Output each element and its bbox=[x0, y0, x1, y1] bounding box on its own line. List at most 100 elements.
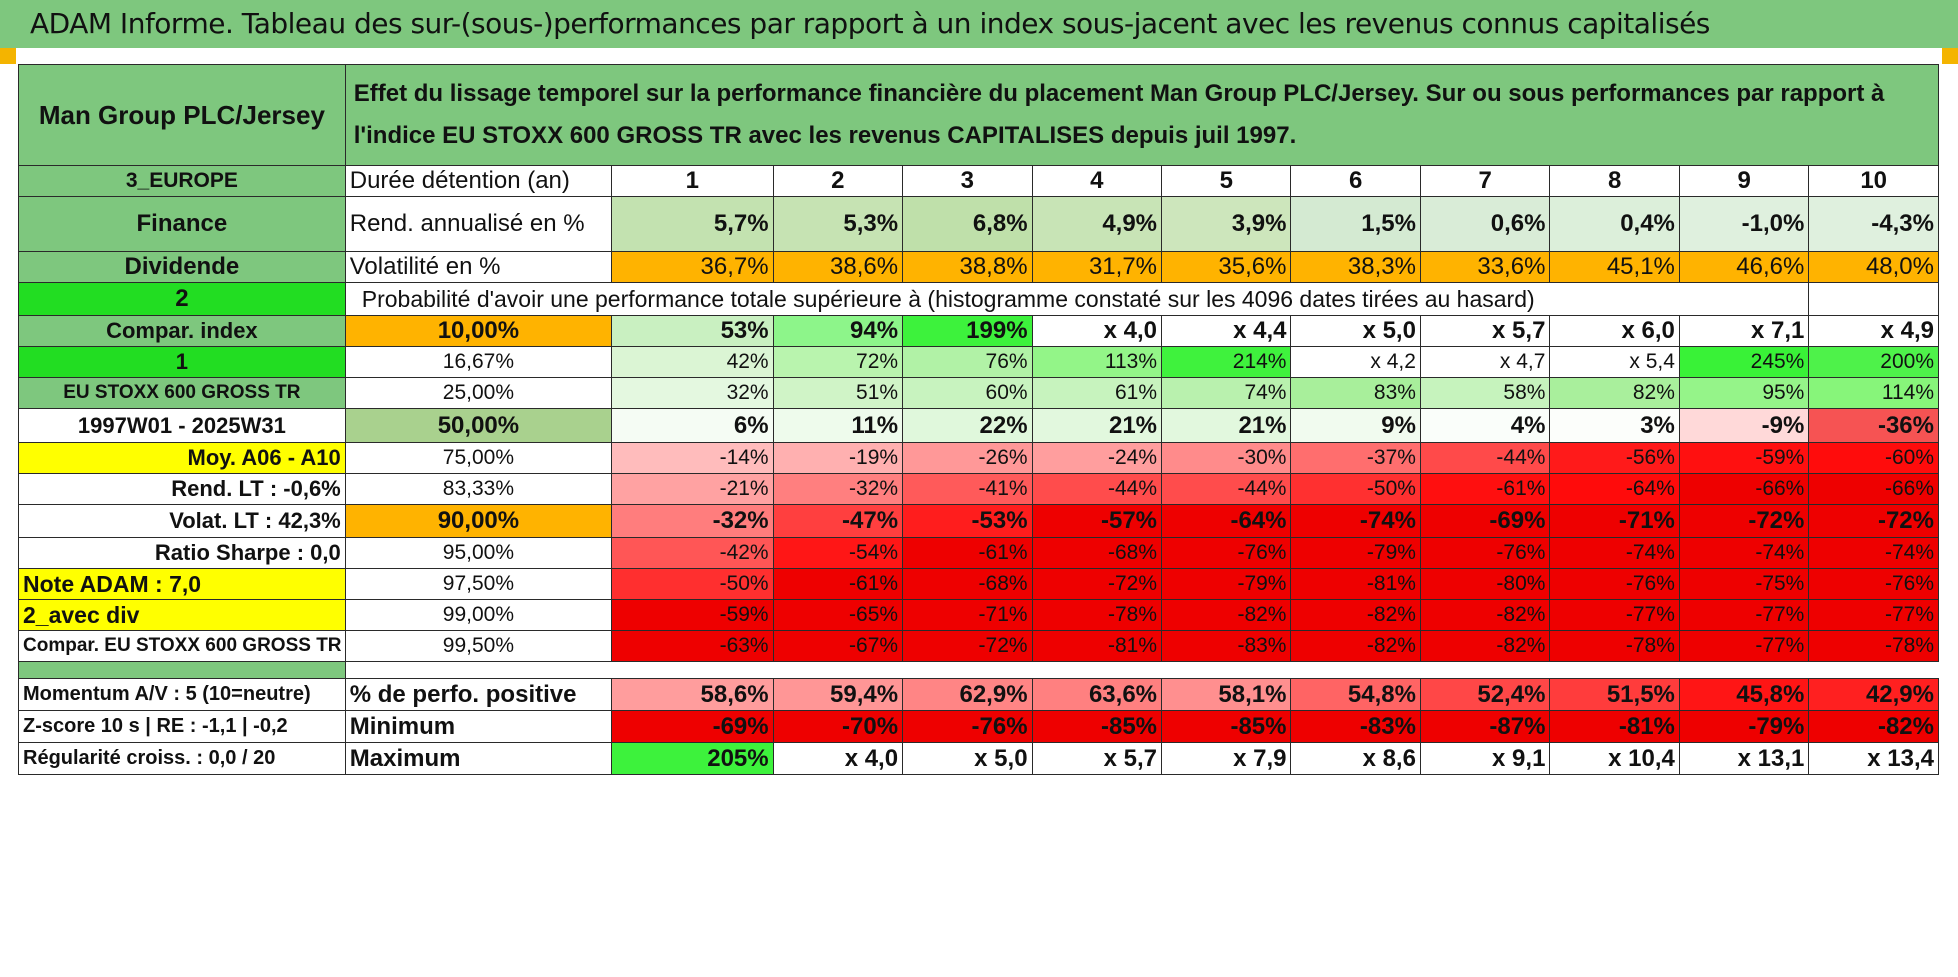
probability-left-label: Volat. LT : 42,3% bbox=[18, 504, 346, 538]
performance-sheet: Man Group PLC/Jersey Effet du lissage tem… bbox=[18, 64, 1940, 775]
probability-cell: -24% bbox=[1031, 442, 1163, 474]
probability-cell: -26% bbox=[902, 442, 1033, 474]
probability-cell: x 6,0 bbox=[1549, 315, 1680, 347]
probability-cell: -77% bbox=[1678, 630, 1810, 662]
description-cell: Effet du lissage temporel sur la perform… bbox=[344, 64, 1940, 166]
probability-left-label: Rend. LT : -0,6% bbox=[18, 473, 346, 505]
annualized-return-cell: 5,7% bbox=[611, 196, 774, 252]
annualized-return-cell: 0,6% bbox=[1419, 196, 1551, 252]
summary-left-label: Momentum A/V : 5 (10=neutre) bbox=[18, 678, 346, 711]
probability-cell: -82% bbox=[1419, 630, 1551, 662]
probability-cell: -81% bbox=[1031, 630, 1163, 662]
summary-cell: -85% bbox=[1031, 710, 1163, 743]
duration-header-3: 3 bbox=[902, 165, 1033, 197]
probability-cell: -19% bbox=[772, 442, 904, 474]
summary-cell: -82% bbox=[1808, 710, 1939, 743]
probability-cell: 245% bbox=[1678, 346, 1810, 378]
volatility-cell: 38,8% bbox=[902, 251, 1033, 283]
probability-cell: -74% bbox=[1808, 537, 1939, 569]
probability-cell: -50% bbox=[1290, 473, 1421, 505]
annualized-return-cell: -4,3% bbox=[1808, 196, 1939, 252]
duration-header-8: 8 bbox=[1549, 165, 1680, 197]
sector-cell: Finance bbox=[18, 196, 346, 252]
dividend-cell: Dividende bbox=[18, 251, 346, 283]
summary-row: Momentum A/V : 5 (10=neutre)% de perfo. … bbox=[18, 678, 1939, 711]
volatility-row: Dividende Volatilité en % 36,7% 38,6% 38,8% 3… bbox=[18, 251, 1939, 283]
probability-cell: -64% bbox=[1549, 473, 1680, 505]
probability-cell: -78% bbox=[1808, 630, 1939, 662]
summary-cell: -85% bbox=[1161, 710, 1292, 743]
probability-cell: -61% bbox=[772, 568, 904, 600]
probability-cell: -82% bbox=[1161, 599, 1292, 631]
summary-cell: x 5,0 bbox=[902, 742, 1033, 775]
summary-cell: 42,9% bbox=[1808, 678, 1939, 711]
region-cell: 3_EUROPE bbox=[18, 165, 346, 197]
summary-cell: -83% bbox=[1290, 710, 1421, 743]
probability-left-label: Ratio Sharpe : 0,0 bbox=[18, 537, 346, 569]
probability-cell: -21% bbox=[611, 473, 774, 505]
probability-cell: -71% bbox=[902, 599, 1033, 631]
annualized-return-cell: 0,4% bbox=[1549, 196, 1680, 252]
probability-cell: 4% bbox=[1419, 408, 1551, 443]
volatility-cell: 38,6% bbox=[772, 251, 904, 283]
probability-cell: -30% bbox=[1161, 442, 1292, 474]
probability-cell: 21% bbox=[1031, 408, 1163, 443]
corner-marker-right bbox=[1942, 48, 1958, 64]
probability-cell: x 4,4 bbox=[1161, 315, 1292, 347]
summary-cell: x 9,1 bbox=[1419, 742, 1551, 775]
probability-cell: -63% bbox=[611, 630, 774, 662]
probability-cell: x 5,4 bbox=[1549, 346, 1680, 378]
summary-cell: -87% bbox=[1419, 710, 1551, 743]
report-banner: ADAM Informe. Tableau des sur-(sous-)per… bbox=[0, 0, 1958, 48]
probability-cell: -77% bbox=[1549, 599, 1680, 631]
probability-cell: 83% bbox=[1290, 377, 1421, 409]
probability-cell: -77% bbox=[1808, 599, 1939, 631]
summary-label: % de perfo. positive bbox=[344, 678, 613, 711]
probability-cell: -14% bbox=[611, 442, 774, 474]
probability-cell: -47% bbox=[772, 504, 904, 538]
summary-cell: 63,6% bbox=[1031, 678, 1163, 711]
spacer-left bbox=[18, 661, 346, 679]
probability-cell: -72% bbox=[1678, 504, 1810, 538]
probability-cell: -44% bbox=[1031, 473, 1163, 505]
probability-cell: -67% bbox=[772, 630, 904, 662]
probability-left-label: 1997W01 - 2025W31 bbox=[18, 408, 346, 443]
probability-row: 1997W01 - 2025W31 50,00% 6% 11% 22% 21% 21% 9% 4… bbox=[18, 408, 1939, 443]
annualized-return-row: Finance Rend. annualisé en % 5,7% 5,3% 6,8% 4… bbox=[18, 196, 1939, 252]
annualized-return-label: Rend. annualisé en % bbox=[344, 196, 613, 252]
probability-title-end bbox=[1808, 282, 1939, 316]
probability-threshold: 25,00% bbox=[344, 377, 613, 409]
probability-left-label: 1 bbox=[18, 346, 346, 378]
probability-cell: -72% bbox=[902, 630, 1033, 662]
probability-cell: -81% bbox=[1290, 568, 1421, 600]
probability-row: 2_avec div 99,00% -59% -65% -71% -78% -82% -82%… bbox=[18, 599, 1939, 631]
probability-row: Volat. LT : 42,3% 90,00% -32% -47% -53% -57% -… bbox=[18, 504, 1939, 538]
probability-cell: -83% bbox=[1161, 630, 1292, 662]
probability-row: 1 16,67% 42% 72% 76% 113% 214% x 4,2 x 4,7 x 5,4 2… bbox=[18, 346, 1939, 378]
probability-cell: -82% bbox=[1419, 599, 1551, 631]
header-row: Man Group PLC/Jersey Effet du lissage tem… bbox=[18, 64, 1940, 166]
probability-cell: 51% bbox=[772, 377, 904, 409]
probability-cell: x 4,9 bbox=[1808, 315, 1939, 347]
probability-cell: -61% bbox=[1419, 473, 1551, 505]
probability-row: Moy. A06 - A10 75,00% -14% -19% -26% -24% -30%… bbox=[18, 442, 1939, 474]
probability-cell: 200% bbox=[1808, 346, 1939, 378]
summary-cell: x 13,4 bbox=[1808, 742, 1939, 775]
summary-cell: 62,9% bbox=[902, 678, 1033, 711]
duration-header-9: 9 bbox=[1678, 165, 1810, 197]
probability-cell: -79% bbox=[1290, 537, 1421, 569]
summary-cell: -76% bbox=[902, 710, 1033, 743]
probability-cell: 6% bbox=[611, 408, 774, 443]
summary-cell: 45,8% bbox=[1678, 678, 1810, 711]
summary-cell: x 13,1 bbox=[1678, 742, 1810, 775]
probability-cell: -36% bbox=[1808, 408, 1939, 443]
probability-threshold: 50,00% bbox=[344, 408, 613, 443]
probability-row: EU STOXX 600 GROSS TR 25,00% 32% 51% 60% 61% 7… bbox=[18, 377, 1939, 409]
summary-label: Minimum bbox=[344, 710, 613, 743]
summary-cell: 52,4% bbox=[1419, 678, 1551, 711]
probability-cell: 76% bbox=[902, 346, 1033, 378]
probability-cell: x 4,0 bbox=[1031, 315, 1163, 347]
probability-cell: -41% bbox=[902, 473, 1033, 505]
volatility-cell: 48,0% bbox=[1808, 251, 1939, 283]
probability-cell: -57% bbox=[1031, 504, 1163, 538]
